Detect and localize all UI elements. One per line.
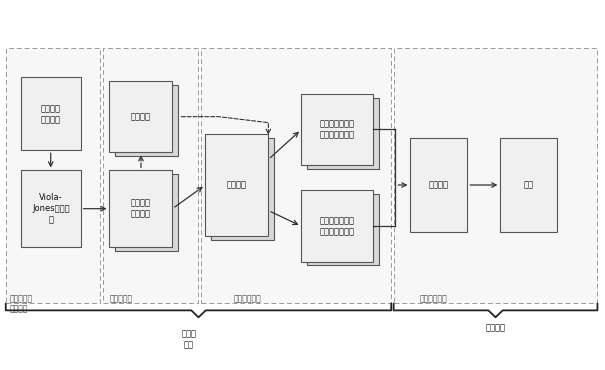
FancyBboxPatch shape [301, 94, 373, 165]
Text: 相似度比对去重
（女性人脸库）: 相似度比对去重 （女性人脸库） [320, 216, 355, 236]
FancyBboxPatch shape [21, 77, 80, 150]
Text: 人工筛选: 人工筛选 [429, 181, 449, 189]
FancyBboxPatch shape [110, 81, 172, 152]
FancyBboxPatch shape [301, 191, 373, 262]
Text: 相似度比对去重
（男性人脸库）: 相似度比对去重 （男性人脸库） [320, 120, 355, 139]
FancyBboxPatch shape [116, 85, 178, 156]
Text: 光照归一
化及剪裁: 光照归一 化及剪裁 [131, 199, 151, 219]
FancyBboxPatch shape [103, 48, 198, 303]
FancyBboxPatch shape [110, 171, 172, 247]
FancyBboxPatch shape [307, 194, 379, 265]
FancyBboxPatch shape [205, 134, 269, 236]
Text: 人脸校准: 人脸校准 [131, 112, 151, 121]
FancyBboxPatch shape [307, 98, 379, 169]
FancyBboxPatch shape [500, 138, 557, 232]
Text: 人工处理: 人工处理 [486, 323, 506, 333]
FancyBboxPatch shape [21, 171, 80, 247]
FancyBboxPatch shape [394, 48, 597, 303]
Text: 输出: 输出 [524, 181, 534, 189]
Text: 图像获取与
过滤模块: 图像获取与 过滤模块 [10, 294, 33, 314]
FancyBboxPatch shape [116, 174, 178, 250]
Text: Viola-
Jones人脸检
测: Viola- Jones人脸检 测 [32, 193, 70, 224]
Text: 计算机
处理: 计算机 处理 [181, 329, 196, 349]
FancyBboxPatch shape [410, 138, 467, 232]
Text: 图像分析模块: 图像分析模块 [234, 294, 261, 303]
Text: 网络爬虫
在线抓取: 网络爬虫 在线抓取 [41, 104, 60, 124]
FancyBboxPatch shape [201, 48, 391, 303]
Text: 性别分类: 性别分类 [227, 181, 247, 189]
Text: 预处理模块: 预处理模块 [110, 294, 132, 303]
Text: 人工筛选模块: 人工筛选模块 [419, 294, 447, 303]
FancyBboxPatch shape [211, 138, 274, 240]
FancyBboxPatch shape [6, 48, 100, 303]
